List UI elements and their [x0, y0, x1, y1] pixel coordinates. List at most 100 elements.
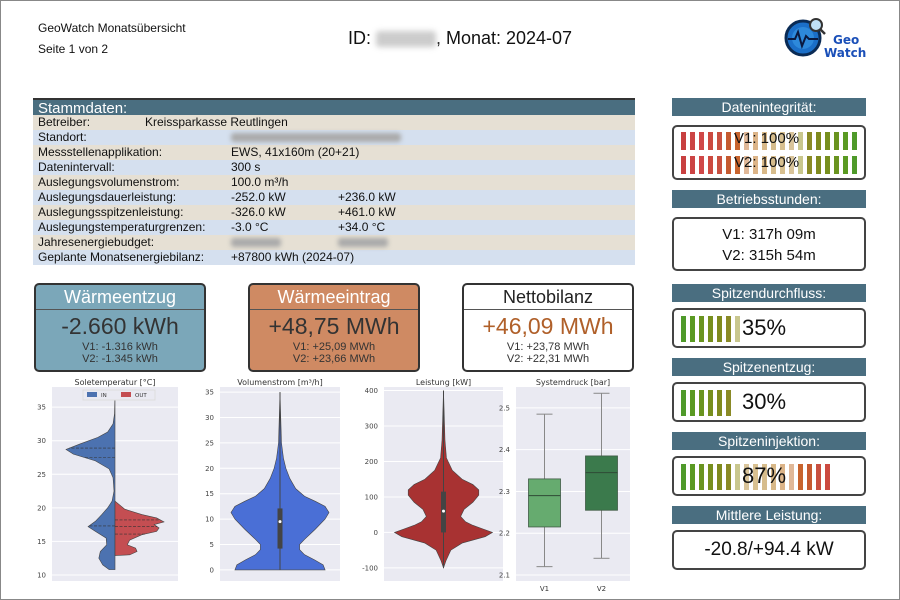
gauge-bar [816, 156, 821, 174]
svg-text:Geo: Geo [833, 33, 859, 47]
gauge-bars-v1 [681, 132, 857, 150]
datenintegritaet-header: Datenintegrität: [672, 98, 866, 116]
x-tick-label: V1 [540, 585, 549, 593]
gauge-bar [762, 464, 767, 490]
row-value-2: +461.0 kW [338, 205, 396, 219]
row-key: Messstellenapplikation: [38, 145, 163, 159]
row-value-1: Kreissparkasse Reutlingen [145, 115, 288, 129]
chart-2: Leistung [kW] -100 0 100 200 300 400 [362, 378, 503, 581]
gauge-bar [807, 132, 812, 150]
y-tick-label: 2.2 [499, 530, 510, 538]
stammdaten-row: Auslegungstemperaturgrenzen: -3.0 °C +34.0… [33, 220, 635, 235]
mittlere-leistung-box: -20.8/+94.4 kW [672, 530, 866, 570]
stammdaten-table: Stammdaten: Betreiber: Kreissparkasse Reu… [33, 98, 635, 265]
page-indicator: Seite 1 von 2 [38, 42, 109, 56]
gauge-bar [852, 156, 857, 174]
x-tick-label: V2 [597, 585, 606, 593]
row-key: Jahresenergiebudget: [38, 235, 155, 249]
iqr-box [277, 508, 283, 549]
row-value-1: +87800 kWh (2024-07) [231, 250, 355, 264]
gauge-bar [726, 390, 731, 416]
spitzendurchfluss-gauge: 35% [672, 308, 866, 348]
gauge-bar [681, 390, 686, 416]
gauge-bar [834, 132, 839, 150]
gauge-bar [681, 156, 686, 174]
gauge-bar [753, 132, 758, 150]
card-title: Wärmeeintrag [250, 285, 418, 310]
card-v1: V1: -1.316 kWh [82, 341, 158, 353]
y-tick-label: 400 [365, 387, 378, 395]
gauge-value: 87% [742, 463, 787, 488]
legend [82, 389, 156, 401]
stammdaten-row: Standort: [33, 130, 635, 145]
redacted-value [231, 133, 401, 142]
integrity-v2: V2: 100% [734, 154, 800, 171]
median-marker [278, 520, 282, 524]
gauge-bar [843, 156, 848, 174]
gauge-bar [717, 316, 722, 342]
card-total: +46,09 MWh [482, 313, 614, 339]
row-key: Auslegungsspitzenleistung: [38, 205, 184, 219]
betriebsstunden-box: V1: 317h 09m V2: 315h 54m [672, 217, 866, 271]
legend-swatch [87, 392, 97, 397]
gauge-bar [735, 316, 740, 342]
gauge-bar [717, 464, 722, 490]
spitzenentzug-header: Spitzenentzug: [672, 358, 866, 376]
legend-swatch [121, 392, 131, 397]
y-tick-label: 2.3 [499, 488, 510, 496]
gauge-bar [798, 156, 803, 174]
gauge-bar [753, 464, 758, 490]
card-total: +48,75 MWh [268, 313, 400, 339]
hours-v1: V1: 317h 09m [722, 226, 816, 243]
gauge-bar [816, 132, 821, 150]
redacted-value [231, 238, 281, 248]
spitzendurchfluss-header: Spitzendurchfluss: [672, 284, 866, 302]
y-tick-label: 100 [365, 493, 378, 501]
stammdaten-row: Jahresenergiebudget: [33, 235, 635, 250]
y-tick-label: 20 [205, 465, 214, 473]
card-v2: V2: +23,66 MWh [292, 353, 376, 365]
stammdaten-row: Datenintervall: 300 s [33, 160, 635, 175]
gauge-bar [825, 156, 830, 174]
chart-title: Leistung [kW] [416, 378, 471, 387]
gauge-bar [816, 464, 821, 490]
gauge-bar [744, 156, 749, 174]
charts-area: Soletemperatur [°C] 10 15 20 25 30 35 IN OUT Volu… [37, 378, 630, 593]
gauge-bar [807, 464, 812, 490]
chart-3: Systemdruck [bar] 2.1 2.2 2.3 2.4 2.5 V1 V2 [499, 378, 630, 593]
gauge-bar [726, 464, 731, 490]
row-value-1: -3.0 °C [231, 220, 269, 234]
gauge-bar [798, 132, 803, 150]
gauge-bar [789, 464, 794, 490]
row-key: Auslegungstemperaturgrenzen: [38, 220, 206, 234]
mittlere-leistung-header: Mittlere Leistung: [672, 506, 866, 524]
hours-v2: V2: 315h 54m [722, 247, 816, 264]
app-title: GeoWatch Monatsübersicht [38, 21, 186, 35]
gauge-bar [735, 156, 740, 174]
gauge-bar [771, 132, 776, 150]
redacted-id [375, 31, 436, 48]
gauge-bar [681, 132, 686, 150]
stammdaten-row: Auslegungsvolumenstrom: 100.0 m³/h [33, 175, 635, 190]
y-tick-label: 25 [37, 471, 46, 479]
stammdaten-row: Geplante Monatsenergiebilanz: +87800 kWh … [33, 250, 635, 265]
gauge-bar [699, 132, 704, 150]
chart-1: Volumenstrom [m³/h] 0 5 10 15 20 25 30 35 [205, 378, 340, 581]
row-key: Betreiber: [38, 115, 91, 129]
row-value-1: 300 s [231, 160, 261, 174]
y-tick-label: 30 [205, 414, 214, 422]
gauge-bar [690, 132, 695, 150]
gauge-bar [798, 464, 803, 490]
gauge-bar [699, 464, 704, 490]
legend-label: OUT [135, 393, 147, 399]
row-key: Auslegungsvolumenstrom: [38, 175, 180, 189]
gauge-bars [681, 464, 830, 490]
legend-label: IN [101, 393, 107, 399]
y-tick-label: 5 [210, 541, 214, 549]
chart-title: Soletemperatur [°C] [74, 378, 155, 387]
mittlere-leistung-value: -20.8/+94.4 kW [704, 539, 834, 560]
y-tick-label: 15 [37, 538, 46, 546]
box-v2 [585, 455, 618, 511]
y-tick-label: 20 [37, 504, 46, 512]
gauge-bar [789, 156, 794, 174]
